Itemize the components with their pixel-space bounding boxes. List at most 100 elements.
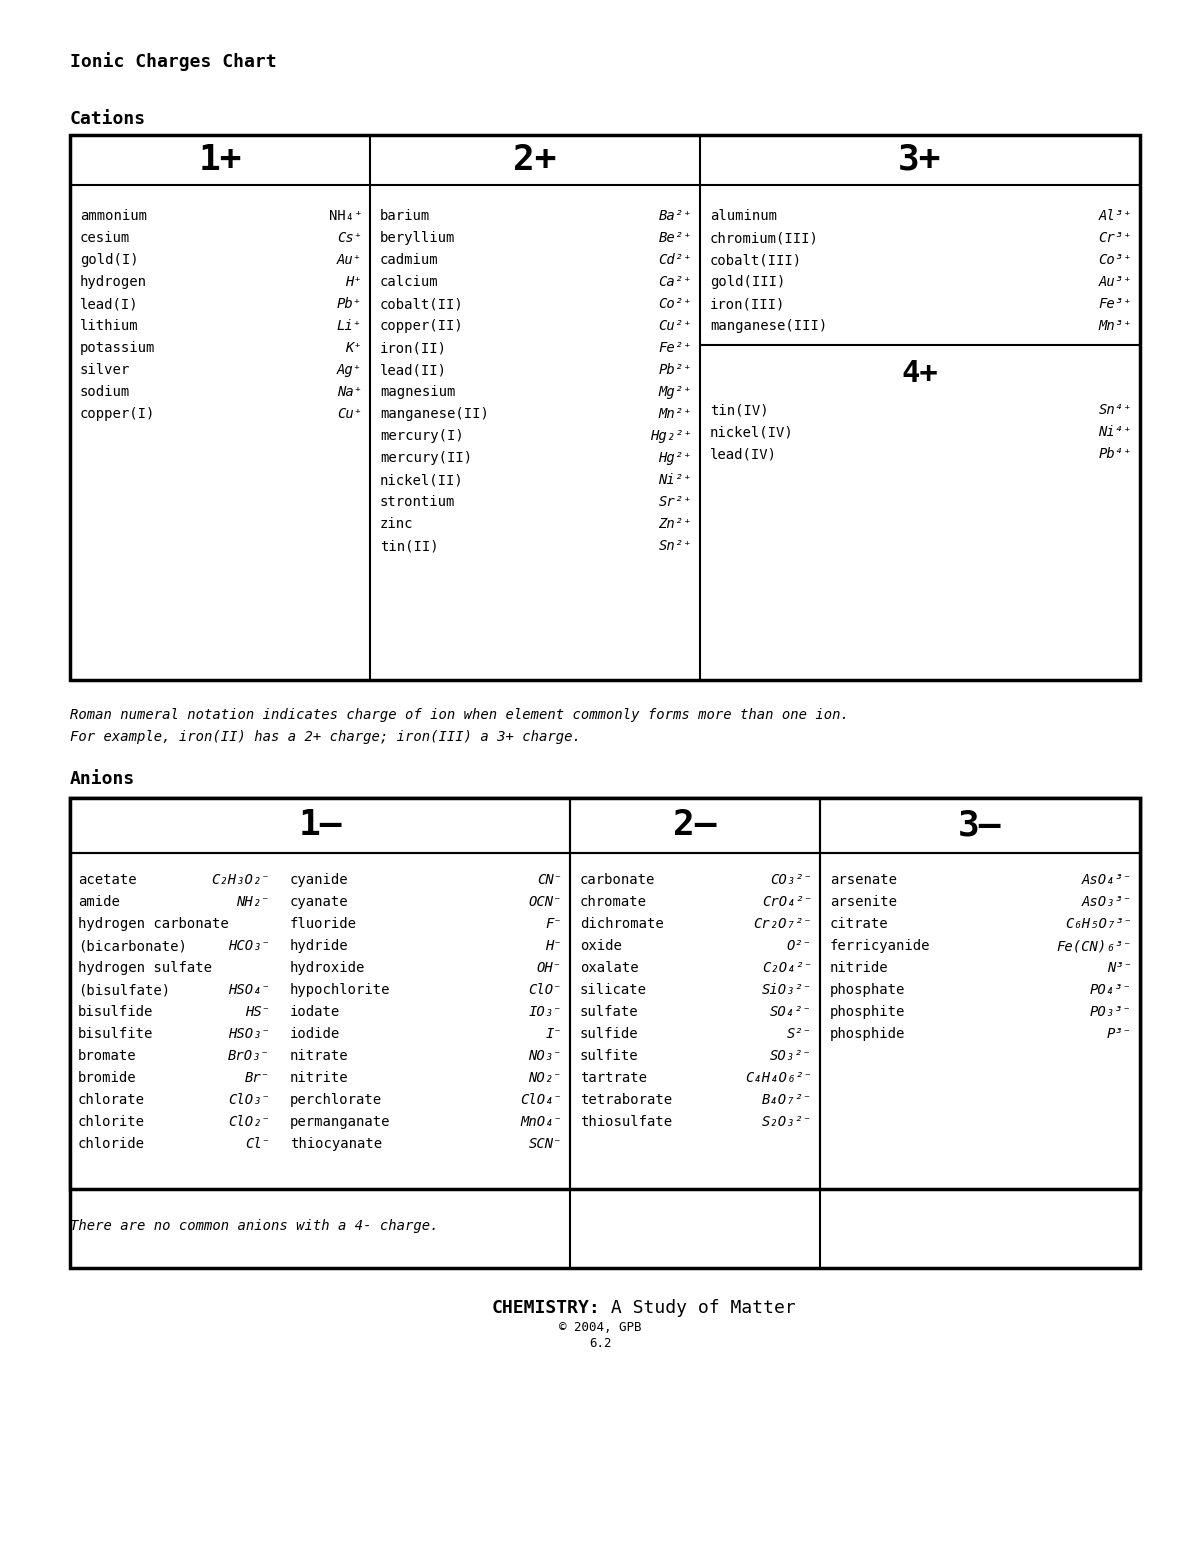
Text: C₂O₄²⁻: C₂O₄²⁻: [762, 961, 812, 975]
Text: acetate: acetate: [78, 873, 137, 887]
Text: MnO₄⁻: MnO₄⁻: [520, 1115, 562, 1129]
Text: C₄H₄O₆²⁻: C₄H₄O₆²⁻: [745, 1072, 812, 1086]
Text: AsO₃³⁻: AsO₃³⁻: [1081, 895, 1132, 909]
Text: tartrate: tartrate: [580, 1072, 647, 1086]
Text: Mn²⁺: Mn²⁺: [659, 407, 692, 421]
Text: chlorite: chlorite: [78, 1115, 145, 1129]
Text: iodate: iodate: [290, 1005, 341, 1019]
Text: (bisulfate): (bisulfate): [78, 983, 170, 997]
Text: Be²⁺: Be²⁺: [659, 231, 692, 245]
Text: Cs⁺: Cs⁺: [337, 231, 362, 245]
Text: Cations: Cations: [70, 110, 146, 127]
Text: NH₄⁺: NH₄⁺: [329, 210, 362, 224]
Text: hydrogen sulfate: hydrogen sulfate: [78, 961, 212, 975]
Text: There are no common anions with a 4- charge.: There are no common anions with a 4- cha…: [70, 1219, 438, 1233]
Text: thiosulfate: thiosulfate: [580, 1115, 672, 1129]
Text: phosphite: phosphite: [830, 1005, 905, 1019]
Text: barium: barium: [380, 210, 431, 224]
Text: NO₃⁻: NO₃⁻: [528, 1048, 562, 1062]
Text: Ca²⁺: Ca²⁺: [659, 275, 692, 289]
Text: calcium: calcium: [380, 275, 439, 289]
Text: oxalate: oxalate: [580, 961, 638, 975]
Text: Cu⁺: Cu⁺: [337, 407, 362, 421]
Text: chloride: chloride: [78, 1137, 145, 1151]
Text: phosphide: phosphide: [830, 1027, 905, 1041]
Text: bisulfite: bisulfite: [78, 1027, 154, 1041]
Text: Cl⁻: Cl⁻: [245, 1137, 270, 1151]
Text: aluminum: aluminum: [710, 210, 778, 224]
Text: OCN⁻: OCN⁻: [528, 895, 562, 909]
Text: dichromate: dichromate: [580, 916, 664, 930]
Text: S₂O₃²⁻: S₂O₃²⁻: [762, 1115, 812, 1129]
Text: Hg₂²⁺: Hg₂²⁺: [650, 429, 692, 443]
Text: nitride: nitride: [830, 961, 889, 975]
Text: Pb⁴⁺: Pb⁴⁺: [1098, 447, 1132, 461]
Text: Au⁺: Au⁺: [337, 253, 362, 267]
Text: SO₄²⁻: SO₄²⁻: [770, 1005, 812, 1019]
Bar: [70, 798, 1140, 1190]
Text: Co²⁺: Co²⁺: [659, 297, 692, 311]
Text: O²⁻: O²⁻: [787, 940, 812, 954]
Text: hypochlorite: hypochlorite: [290, 983, 390, 997]
Text: Ba²⁺: Ba²⁺: [659, 210, 692, 224]
Text: Zn²⁺: Zn²⁺: [659, 517, 692, 531]
Text: SCN⁻: SCN⁻: [528, 1137, 562, 1151]
Text: NH₂⁻: NH₂⁻: [236, 895, 270, 909]
Text: CHEMISTRY:: CHEMISTRY:: [491, 1298, 600, 1317]
Text: hydrogen carbonate: hydrogen carbonate: [78, 916, 229, 930]
Text: © 2004, GPB: © 2004, GPB: [559, 1322, 641, 1334]
Text: iron(II): iron(II): [380, 342, 446, 356]
Text: chlorate: chlorate: [78, 1093, 145, 1107]
Text: Au³⁺: Au³⁺: [1098, 275, 1132, 289]
Text: Sr²⁺: Sr²⁺: [659, 495, 692, 509]
Text: nitrite: nitrite: [290, 1072, 349, 1086]
Text: C₂H₃O₂⁻: C₂H₃O₂⁻: [211, 873, 270, 887]
Text: ClO₂⁻: ClO₂⁻: [228, 1115, 270, 1129]
Text: Roman numeral notation indicates charge of ion when element commonly forms more : Roman numeral notation indicates charge …: [70, 708, 848, 722]
Text: potassium: potassium: [80, 342, 155, 356]
Text: phosphate: phosphate: [830, 983, 905, 997]
Text: 1–: 1–: [299, 808, 342, 842]
Text: Ag⁺: Ag⁺: [337, 363, 362, 377]
Text: Hg²⁺: Hg²⁺: [659, 450, 692, 464]
Text: B₄O₇²⁻: B₄O₇²⁻: [762, 1093, 812, 1107]
Text: Ionic Charges Chart: Ionic Charges Chart: [70, 51, 277, 71]
Text: hydride: hydride: [290, 940, 349, 954]
Text: CrO₄²⁻: CrO₄²⁻: [762, 895, 812, 909]
Text: fluoride: fluoride: [290, 916, 358, 930]
Bar: [70, 135, 1140, 680]
Text: For example, iron(II) has a 2+ charge; iron(III) a 3+ charge.: For example, iron(II) has a 2+ charge; i…: [70, 730, 581, 744]
Text: amide: amide: [78, 895, 120, 909]
Text: Cr³⁺: Cr³⁺: [1098, 231, 1132, 245]
Text: carbonate: carbonate: [580, 873, 655, 887]
Text: mercury(I): mercury(I): [380, 429, 463, 443]
Text: SiO₃²⁻: SiO₃²⁻: [762, 983, 812, 997]
Text: strontium: strontium: [380, 495, 455, 509]
Text: nitrate: nitrate: [290, 1048, 349, 1062]
Text: cyanate: cyanate: [290, 895, 349, 909]
Bar: [70, 798, 1140, 1267]
Text: hydrogen: hydrogen: [80, 275, 148, 289]
Text: AsO₄³⁻: AsO₄³⁻: [1081, 873, 1132, 887]
Text: Cr₂O₇²⁻: Cr₂O₇²⁻: [754, 916, 812, 930]
Text: Sn²⁺: Sn²⁺: [659, 539, 692, 553]
Text: Br⁻: Br⁻: [245, 1072, 270, 1086]
Text: 2+: 2+: [514, 143, 557, 177]
Text: HSO₄⁻: HSO₄⁻: [228, 983, 270, 997]
Text: cobalt(III): cobalt(III): [710, 253, 802, 267]
Text: chromium(III): chromium(III): [710, 231, 818, 245]
Text: CN⁻: CN⁻: [536, 873, 562, 887]
Text: P³⁻: P³⁻: [1106, 1027, 1132, 1041]
Text: Ni²⁺: Ni²⁺: [659, 474, 692, 488]
Text: Pb²⁺: Pb²⁺: [659, 363, 692, 377]
Text: iodide: iodide: [290, 1027, 341, 1041]
Text: ferricyanide: ferricyanide: [830, 940, 930, 954]
Text: citrate: citrate: [830, 916, 889, 930]
Text: iron(III): iron(III): [710, 297, 785, 311]
Text: arsenite: arsenite: [830, 895, 898, 909]
Text: 1+: 1+: [198, 143, 241, 177]
Text: I⁻: I⁻: [545, 1027, 562, 1041]
Text: SO₃²⁻: SO₃²⁻: [770, 1048, 812, 1062]
Text: N³⁻: N³⁻: [1106, 961, 1132, 975]
Text: PO₃³⁻: PO₃³⁻: [1090, 1005, 1132, 1019]
